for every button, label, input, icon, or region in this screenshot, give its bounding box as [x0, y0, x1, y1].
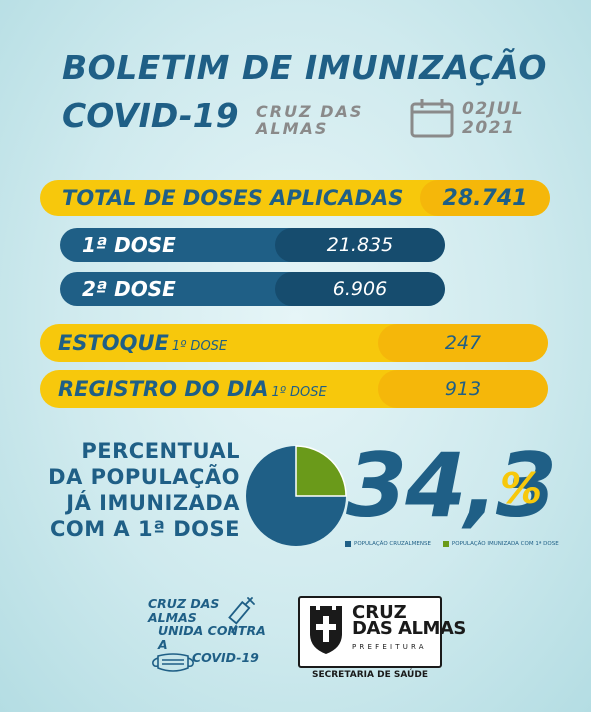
second-dose-label: 2ª DOSE [82, 277, 176, 301]
total-doses-value: 28.741 [420, 180, 550, 216]
total-doses-bar: TOTAL DE DOSES APLICADAS 28.741 [40, 180, 550, 216]
first-dose-value: 21.835 [275, 228, 445, 262]
daily-record-bar: REGISTRO DO DIA 1º DOSE 913 [40, 370, 548, 408]
first-dose-bar: 1ª DOSE 21.835 [60, 228, 445, 262]
date-day-month: 02JUL [462, 99, 525, 119]
face-mask-icon [152, 653, 194, 672]
percent-caption-line-4: COM A 1ª DOSE [49, 517, 240, 541]
population-pie-chart [246, 445, 347, 546]
percent-caption-line-3: JÁ IMUNIZADA [66, 491, 240, 515]
stock-label: ESTOQUE [58, 331, 169, 355]
logo-city-line-2: DAS ALMAS [352, 618, 466, 639]
second-dose-bar: 2ª DOSE 6.906 [60, 272, 445, 306]
title-line-1: BOLETIM DE IMUNIZAÇÃO [62, 48, 547, 87]
daily-record-label-group: REGISTRO DO DIA 1º DOSE [58, 370, 327, 408]
date-year: 2021 [462, 118, 516, 138]
title-line-2: COVID-19 [62, 96, 239, 135]
city-line-2: ALMAS [256, 119, 329, 138]
report-date: 02JUL 2021 [462, 100, 524, 138]
city-coat-of-arms-icon [310, 606, 342, 654]
legend-label-immunized: POPULAÇÃO IMUNIZADA COM 1ª DOSE [451, 541, 559, 547]
stock-sub-label: 1º DOSE [171, 338, 228, 354]
legend-item-population: POPULAÇÃO CRUZALMENSE [345, 541, 431, 547]
legend-swatch-population [345, 541, 351, 547]
percent-caption-line-1: PERCENTUAL [81, 439, 240, 463]
syringe-icon [228, 597, 255, 633]
logo-prefeitura: PREFEITURA [352, 643, 427, 651]
campaign-line-2: ALMAS [148, 609, 197, 625]
stock-bar: ESTOQUE 1º DOSE 247 [40, 324, 548, 362]
legend-swatch-immunized [442, 541, 449, 547]
legend-label-population: POPULAÇÃO CRUZALMENSE [354, 541, 431, 547]
daily-record-value: 913 [378, 370, 548, 408]
pie-legend: POPULAÇÃO CRUZALMENSE POPULAÇÃO IMUNIZAD… [345, 541, 559, 547]
daily-record-label: REGISTRO DO DIA [58, 377, 269, 401]
percent-symbol: % [500, 464, 543, 513]
pie-slice-immunized [295, 445, 347, 497]
campaign-line-4: COVID-19 [192, 650, 259, 665]
stock-label-group: ESTOQUE 1º DOSE [58, 324, 227, 362]
campaign-slogan: CRUZ DAS ALMAS UNIDA CONTRA A COVID-19 [148, 597, 266, 665]
campaign-line-3: UNIDA CONTRA A [158, 623, 266, 652]
stock-value: 247 [378, 324, 548, 362]
total-doses-label: TOTAL DE DOSES APLICADAS [62, 186, 404, 210]
campaign-line-1: CRUZ DAS [148, 596, 220, 611]
percent-value: 34,3 [346, 434, 557, 537]
legend-item-immunized: POPULAÇÃO IMUNIZADA COM 1ª DOSE [442, 541, 559, 547]
daily-record-sub-label: 1º DOSE [271, 384, 327, 400]
city-name: CRUZ DAS ALMAS [256, 103, 386, 137]
calendar-icon [410, 99, 454, 138]
logo-city-line-1: CRUZ [352, 602, 407, 623]
first-dose-label: 1ª DOSE [82, 233, 176, 257]
second-dose-value: 6.906 [275, 272, 445, 306]
secretaria-label: SECRETARIA DE SAÚDE [312, 670, 428, 680]
percent-caption-line-2: DA POPULAÇÃO [48, 465, 240, 489]
city-line-1: CRUZ DAS [256, 102, 364, 121]
percent-caption: PERCENTUAL DA POPULAÇÃO JÁ IMUNIZADA COM… [40, 438, 240, 542]
